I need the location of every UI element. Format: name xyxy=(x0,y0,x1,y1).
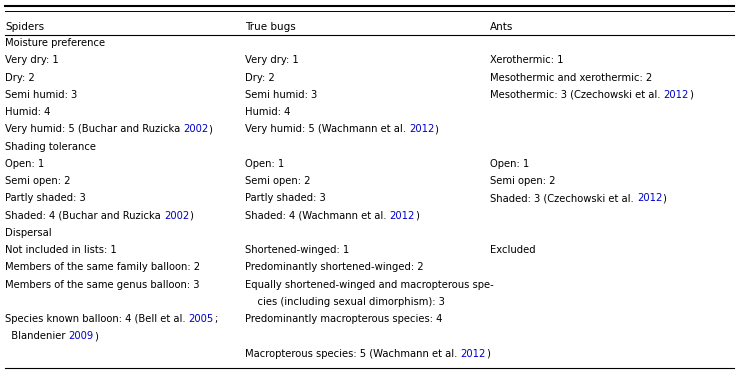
Text: ): ) xyxy=(486,349,490,359)
Text: 2012: 2012 xyxy=(664,90,689,100)
Text: Excluded: Excluded xyxy=(490,245,536,255)
Text: ): ) xyxy=(415,211,419,221)
Text: Dry: 2: Dry: 2 xyxy=(245,73,275,82)
Text: Dry: 2: Dry: 2 xyxy=(5,73,35,82)
Text: 2002: 2002 xyxy=(183,124,208,134)
Text: Members of the same family balloon: 2: Members of the same family balloon: 2 xyxy=(5,262,200,273)
Text: Predominantly shortened-winged: 2: Predominantly shortened-winged: 2 xyxy=(245,262,423,273)
Text: Xerothermic: 1: Xerothermic: 1 xyxy=(490,55,564,65)
Text: Spiders: Spiders xyxy=(5,22,44,32)
Text: ;: ; xyxy=(214,314,217,324)
Text: Semi open: 2: Semi open: 2 xyxy=(490,176,556,186)
Text: ): ) xyxy=(435,124,438,134)
Text: Humid: 4: Humid: 4 xyxy=(5,107,50,117)
Text: Semi open: 2: Semi open: 2 xyxy=(245,176,310,186)
Text: Species known balloon: 4 (Bell et al.: Species known balloon: 4 (Bell et al. xyxy=(5,314,188,324)
Text: Partly shaded: 3: Partly shaded: 3 xyxy=(245,193,326,203)
Text: Very humid: 5 (Wachmann et al.: Very humid: 5 (Wachmann et al. xyxy=(245,124,409,134)
Text: Humid: 4: Humid: 4 xyxy=(245,107,290,117)
Text: 2012: 2012 xyxy=(637,193,662,203)
Text: Ants: Ants xyxy=(490,22,514,32)
Text: Equally shortened-winged and macropterous spe-: Equally shortened-winged and macropterou… xyxy=(245,280,494,290)
Text: Open: 1: Open: 1 xyxy=(245,159,285,169)
Text: 2012: 2012 xyxy=(409,124,435,134)
Text: ): ) xyxy=(208,124,213,134)
Text: 2005: 2005 xyxy=(188,314,214,324)
Text: Shaded: 3 (Czechowski et al.: Shaded: 3 (Czechowski et al. xyxy=(490,193,637,203)
Text: Very dry: 1: Very dry: 1 xyxy=(245,55,299,65)
Text: ): ) xyxy=(94,332,98,341)
Text: 2009: 2009 xyxy=(69,332,94,341)
Text: Semi open: 2: Semi open: 2 xyxy=(5,176,70,186)
Text: ): ) xyxy=(689,90,693,100)
Text: Shading tolerance: Shading tolerance xyxy=(5,142,96,152)
Text: 2012: 2012 xyxy=(389,211,415,221)
Text: Moisture preference: Moisture preference xyxy=(5,38,105,48)
Text: cies (including sexual dimorphism): 3: cies (including sexual dimorphism): 3 xyxy=(245,297,445,307)
Text: True bugs: True bugs xyxy=(245,22,296,32)
Text: ): ) xyxy=(662,193,666,203)
Text: Open: 1: Open: 1 xyxy=(5,159,44,169)
Text: Not included in lists: 1: Not included in lists: 1 xyxy=(5,245,117,255)
Text: Shaded: 4 (Buchar and Ruzicka: Shaded: 4 (Buchar and Ruzicka xyxy=(5,211,164,221)
Text: Very dry: 1: Very dry: 1 xyxy=(5,55,58,65)
Text: Shaded: 4 (Wachmann et al.: Shaded: 4 (Wachmann et al. xyxy=(245,211,389,221)
Text: Semi humid: 3: Semi humid: 3 xyxy=(245,90,317,100)
Text: Predominantly macropterous species: 4: Predominantly macropterous species: 4 xyxy=(245,314,443,324)
Text: 2002: 2002 xyxy=(164,211,189,221)
Text: Very humid: 5 (Buchar and Ruzicka: Very humid: 5 (Buchar and Ruzicka xyxy=(5,124,183,134)
Text: Mesothermic: 3 (Czechowski et al.: Mesothermic: 3 (Czechowski et al. xyxy=(490,90,664,100)
Text: Mesothermic and xerothermic: 2: Mesothermic and xerothermic: 2 xyxy=(490,73,653,82)
Text: 2012: 2012 xyxy=(460,349,486,359)
Text: Dispersal: Dispersal xyxy=(5,228,52,238)
Text: Open: 1: Open: 1 xyxy=(490,159,529,169)
Text: Partly shaded: 3: Partly shaded: 3 xyxy=(5,193,86,203)
Text: ): ) xyxy=(189,211,193,221)
Text: Semi humid: 3: Semi humid: 3 xyxy=(5,90,78,100)
Text: Shortened-winged: 1: Shortened-winged: 1 xyxy=(245,245,350,255)
Text: Blandenier: Blandenier xyxy=(5,332,69,341)
Text: Macropterous species: 5 (Wachmann et al.: Macropterous species: 5 (Wachmann et al. xyxy=(245,349,460,359)
Text: Members of the same genus balloon: 3: Members of the same genus balloon: 3 xyxy=(5,280,200,290)
